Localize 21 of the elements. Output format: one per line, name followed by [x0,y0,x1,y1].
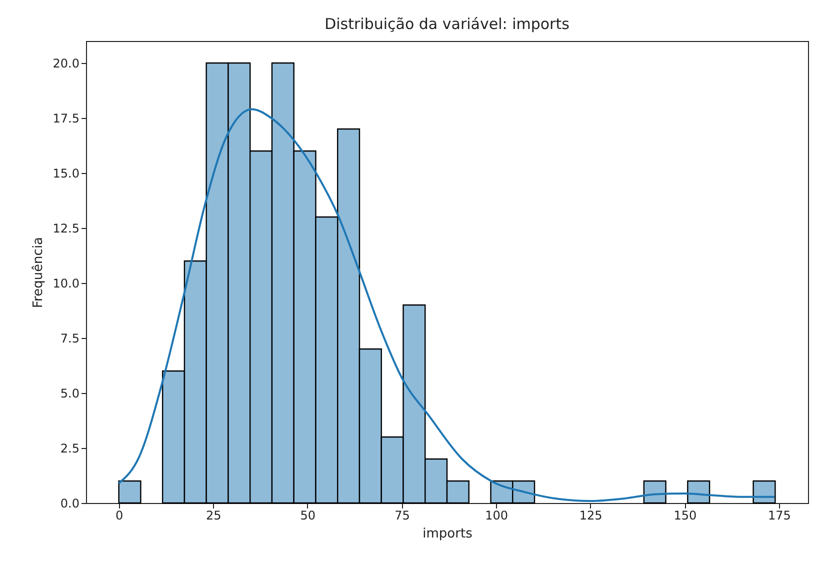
y-tick-label: 12.5 [52,222,80,236]
y-tick-label: 0.0 [60,496,80,510]
x-tick-label: 150 [674,508,697,522]
y-tick-label: 5.0 [60,386,80,400]
chart-title: Distribuição da variável: imports [324,15,570,33]
y-tick-label: 20.0 [52,56,80,70]
y-tick-label: 17.5 [52,112,80,126]
y-tick-label: 15.0 [52,166,80,180]
x-tick-label: 175 [768,508,791,522]
x-tick-label: 75 [394,508,410,522]
line-series [118,108,776,502]
x-tick-label: 0 [116,508,124,522]
y-tick-label: 2.5 [60,442,80,456]
x-axis-title: imports [422,526,473,542]
x-tick-label: 125 [579,508,602,522]
x-tick-label: 100 [485,508,508,522]
y-tick-label: 10.0 [52,276,80,290]
x-tick-label: 50 [300,508,316,522]
y-axis-title: Frequência [30,236,46,308]
x-tick-label: 25 [206,508,222,522]
y-tick-label: 7.5 [60,332,80,346]
